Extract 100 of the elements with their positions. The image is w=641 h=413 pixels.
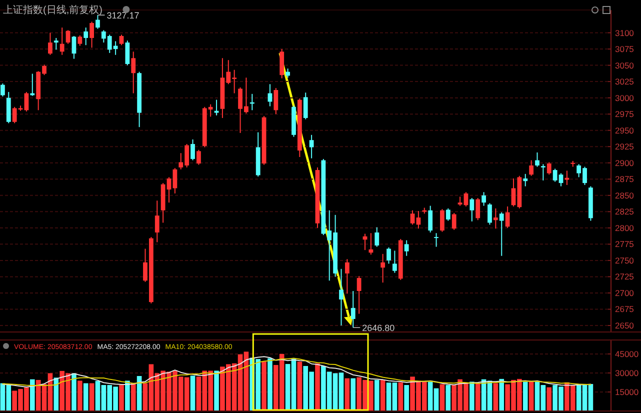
candlestick [523, 173, 528, 187]
candlestick [404, 240, 409, 256]
candlestick [303, 92, 308, 120]
y-tick-label: 3100 [615, 28, 634, 38]
annotation: 2646.80 [362, 323, 395, 334]
candlestick [60, 27, 64, 56]
candlestick [131, 51, 136, 94]
bar [475, 383, 480, 411]
candlestick [280, 48, 284, 79]
candlestick [344, 258, 350, 294]
candlestick [214, 99, 219, 116]
bar [72, 373, 76, 411]
candlestick [434, 232, 438, 248]
bar [493, 383, 498, 411]
y-tick-label: 2675 [615, 304, 634, 314]
bar [89, 383, 94, 411]
candlestick [535, 152, 540, 168]
candlestick [72, 36, 76, 60]
y-tick-label: 2825 [615, 206, 634, 217]
y-tick-label: 2925 [615, 142, 634, 152]
candlestick [339, 268, 344, 326]
candlestick [356, 276, 362, 314]
y-tick-label: 2950 [615, 125, 634, 136]
candlestick [386, 246, 391, 264]
candlestick [392, 250, 397, 274]
bar [268, 358, 272, 411]
candlestick [546, 162, 552, 176]
candlestick [96, 14, 100, 30]
candlestick [350, 290, 356, 328]
y-tick-label: 2750 [615, 255, 634, 266]
y-tick-label: 2775 [615, 239, 634, 250]
y-tick-label: 45000 [615, 348, 639, 359]
bar [315, 363, 320, 411]
candlestick [564, 170, 570, 186]
candlestick [196, 149, 201, 166]
candlestick [499, 212, 504, 256]
candlestick [90, 21, 94, 48]
y-tick-label: 2975 [615, 109, 634, 120]
y-tick-label: 2850 [615, 190, 634, 200]
candlestick [410, 210, 415, 226]
bar [470, 382, 474, 411]
y-tick-label: 30000 [615, 368, 639, 378]
candlestick [84, 27, 88, 46]
bar [350, 378, 356, 411]
bar [522, 382, 528, 411]
candlestick [78, 34, 82, 46]
candlestick [493, 208, 498, 230]
candlestick [482, 192, 486, 206]
candlestick [440, 208, 444, 232]
candlestick [54, 37, 58, 50]
bar [446, 385, 451, 411]
candlestick [380, 253, 386, 284]
chart-title: 上证指数(日线,前复权) [3, 4, 102, 16]
bar [528, 382, 534, 411]
bar [380, 380, 386, 411]
bar [214, 370, 219, 411]
candlestick [154, 200, 160, 243]
candlestick [540, 164, 546, 181]
y-tick-label: 2900 [615, 158, 634, 168]
bar [499, 378, 504, 411]
candlestick [428, 205, 433, 233]
y-tick-label: 3050 [615, 60, 634, 70]
bar [190, 376, 196, 411]
candlestick [529, 160, 534, 176]
bar [83, 383, 88, 411]
candlestick [309, 134, 314, 159]
candlestick [125, 40, 130, 66]
y-tick-label: 3000 [615, 92, 634, 103]
candlestick [488, 202, 492, 226]
y-tick-label: 2700 [615, 288, 634, 298]
y-tick-label: 15000 [615, 386, 639, 397]
bar [546, 387, 552, 411]
bar [404, 385, 409, 411]
y-tick-label: 2875 [615, 174, 634, 184]
bar [130, 383, 136, 411]
annotation: 3127.17 [106, 10, 140, 21]
bar [78, 380, 82, 411]
candlestick [452, 212, 456, 230]
y-tick-label: 2800 [615, 222, 634, 233]
candlestick [274, 88, 278, 115]
candlestick [286, 68, 290, 78]
bar [119, 385, 124, 411]
candlestick [368, 232, 374, 256]
candlestick [446, 208, 450, 222]
bar [262, 362, 266, 411]
candlestick [0, 83, 5, 98]
candlestick [48, 32, 52, 56]
candlestick [374, 226, 380, 248]
candlestick [119, 34, 124, 46]
y-tick-label: 3025 [615, 76, 634, 87]
candlestick [458, 196, 462, 206]
candlestick [476, 197, 480, 221]
bar [374, 380, 380, 411]
y-tick-label: 2725 [615, 272, 634, 282]
bar [297, 362, 302, 411]
bar [440, 384, 445, 411]
candlestick [190, 138, 195, 161]
candlestick [470, 197, 474, 222]
bar [30, 379, 35, 411]
y-tick-label: 2650 [615, 320, 634, 330]
